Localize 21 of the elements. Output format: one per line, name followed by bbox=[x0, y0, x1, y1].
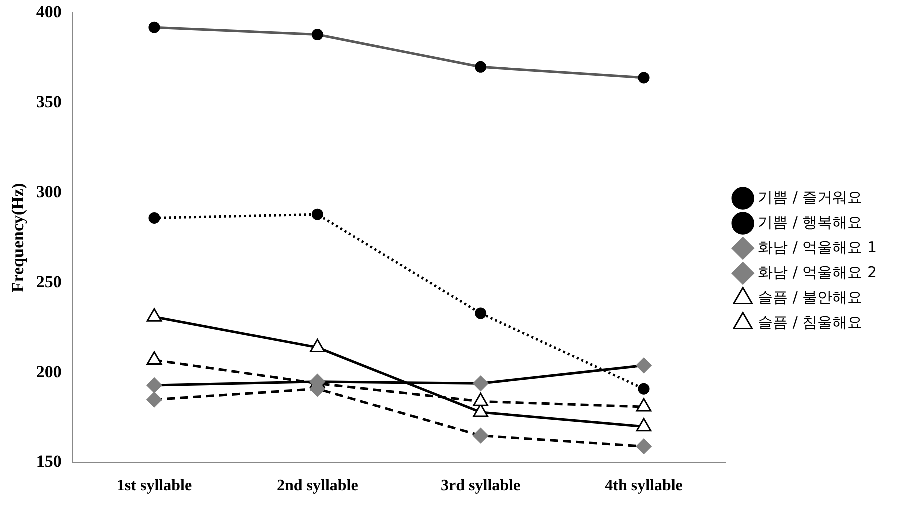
legend-label: 기쁨 / 행복해요 bbox=[758, 213, 863, 232]
legend-label: 화남 / 억울해요 2 bbox=[758, 263, 878, 282]
y-tick-label: 200 bbox=[36, 362, 62, 382]
x-tick-label: 1st syllable bbox=[116, 478, 192, 495]
y-axis-title: Frequency(Hz) bbox=[8, 183, 28, 293]
legend-label: 슬픔 / 침울해요 bbox=[758, 313, 863, 332]
x-tick-label: 2nd syllable bbox=[276, 478, 358, 495]
y-tick-label: 150 bbox=[36, 452, 62, 472]
y-tick-label: 350 bbox=[36, 92, 62, 112]
y-tick-label: 300 bbox=[36, 182, 62, 202]
point bbox=[475, 308, 487, 320]
y-tick-label: 250 bbox=[36, 272, 62, 292]
x-tick-label: 3rd syllable bbox=[441, 478, 521, 495]
point bbox=[638, 383, 650, 395]
point bbox=[312, 208, 324, 220]
legend-label: 슬픔 / 불안해요 bbox=[758, 288, 863, 306]
y-tick-label: 400 bbox=[36, 2, 62, 22]
point bbox=[148, 212, 160, 224]
legend-label: 화남 / 억울해요 1 bbox=[758, 238, 878, 256]
x-tick-label: 4th syllable bbox=[605, 478, 683, 495]
legend-label: 기쁨 / 즐거워요 bbox=[758, 188, 863, 206]
